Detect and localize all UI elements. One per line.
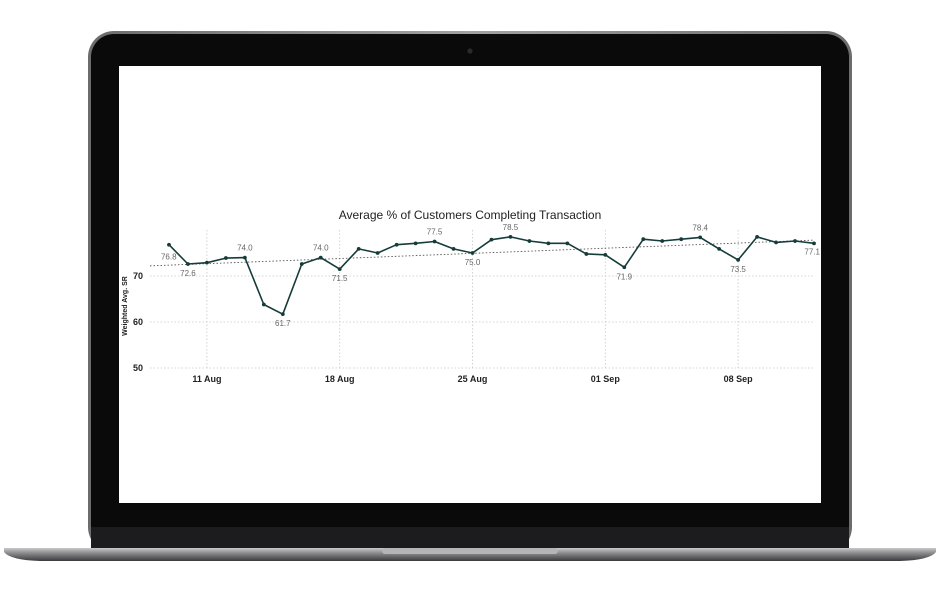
data-point	[774, 240, 778, 245]
data-point	[432, 239, 437, 244]
x-tick-label: 11 Aug	[192, 374, 221, 384]
data-point	[717, 246, 722, 251]
data-point	[205, 260, 209, 265]
laptop-chin	[91, 527, 849, 550]
data-labels: 76.872.6 74.0 61.7 74.0 71.5 77.5 75.0 78.5 71.9…	[161, 223, 821, 328]
data-label: 71.9	[616, 272, 632, 281]
data-point	[186, 262, 190, 266]
data-point	[793, 239, 797, 243]
data-point	[318, 255, 323, 260]
data-label: 77.1	[804, 247, 820, 256]
chart-title: Average % of Customers Completing Transa…	[339, 208, 602, 222]
data-point	[261, 302, 266, 307]
x-tick-label: 25 Aug	[458, 374, 488, 384]
x-tick-label: 08 Sep	[724, 374, 754, 384]
data-label: 78.4	[692, 223, 708, 232]
data-point	[584, 252, 589, 256]
data-point	[413, 241, 418, 246]
x-tick-label: 18 Aug	[325, 374, 355, 384]
data-point	[394, 242, 399, 247]
data-point	[299, 262, 304, 266]
data-label: 75.0	[465, 258, 481, 267]
data-label: 78.5	[503, 223, 519, 232]
data-label: 72.6	[180, 269, 196, 278]
screen	[119, 66, 821, 503]
laptop-hinge-notch	[382, 548, 558, 554]
data-point	[242, 255, 247, 260]
grid	[150, 230, 814, 369]
line-chart: Average % of Customers Completing Transa…	[122, 208, 821, 384]
data-point	[660, 239, 665, 243]
data-point	[812, 241, 816, 246]
data-point	[603, 252, 608, 257]
data-point	[223, 256, 228, 260]
data-label: 73.5	[730, 265, 746, 274]
y-tick-label: 50	[133, 363, 143, 373]
y-tick-label: 60	[133, 317, 143, 327]
y-axis-label: Weighted Avg. SR	[122, 276, 129, 336]
data-point	[736, 258, 741, 262]
data-label: 77.5	[427, 228, 443, 237]
data-point	[679, 237, 684, 242]
data-label: 74.0	[313, 244, 329, 253]
data-point	[508, 235, 513, 239]
data-point	[489, 237, 494, 242]
data-point	[641, 237, 646, 242]
data-point	[280, 312, 285, 317]
data-label: 76.8	[161, 253, 177, 262]
data-point	[698, 235, 703, 240]
data-label: 74.0	[237, 244, 253, 253]
y-axis-ticks: 50 60 70	[133, 271, 143, 373]
y-tick-label: 70	[133, 271, 143, 281]
x-axis-ticks: 11 Aug 18 Aug 25 Aug 01 Sep 08 Sep	[192, 374, 753, 384]
x-tick-label: 01 Sep	[591, 374, 621, 384]
data-point	[565, 241, 570, 246]
data-point	[356, 246, 361, 251]
data-point	[546, 241, 551, 246]
series-group	[167, 235, 816, 317]
data-point	[622, 265, 627, 270]
data-point	[470, 251, 475, 255]
trendline	[149, 239, 815, 267]
data-label: 71.5	[332, 274, 348, 283]
camera-icon	[467, 48, 473, 54]
data-point	[337, 267, 342, 271]
data-point	[527, 239, 532, 243]
data-point	[451, 246, 456, 251]
data-point	[375, 251, 380, 255]
data-label: 61.7	[275, 319, 291, 328]
data-point	[755, 235, 759, 239]
trendline-group	[149, 239, 815, 267]
data-point	[167, 242, 171, 247]
laptop-base	[4, 548, 936, 561]
